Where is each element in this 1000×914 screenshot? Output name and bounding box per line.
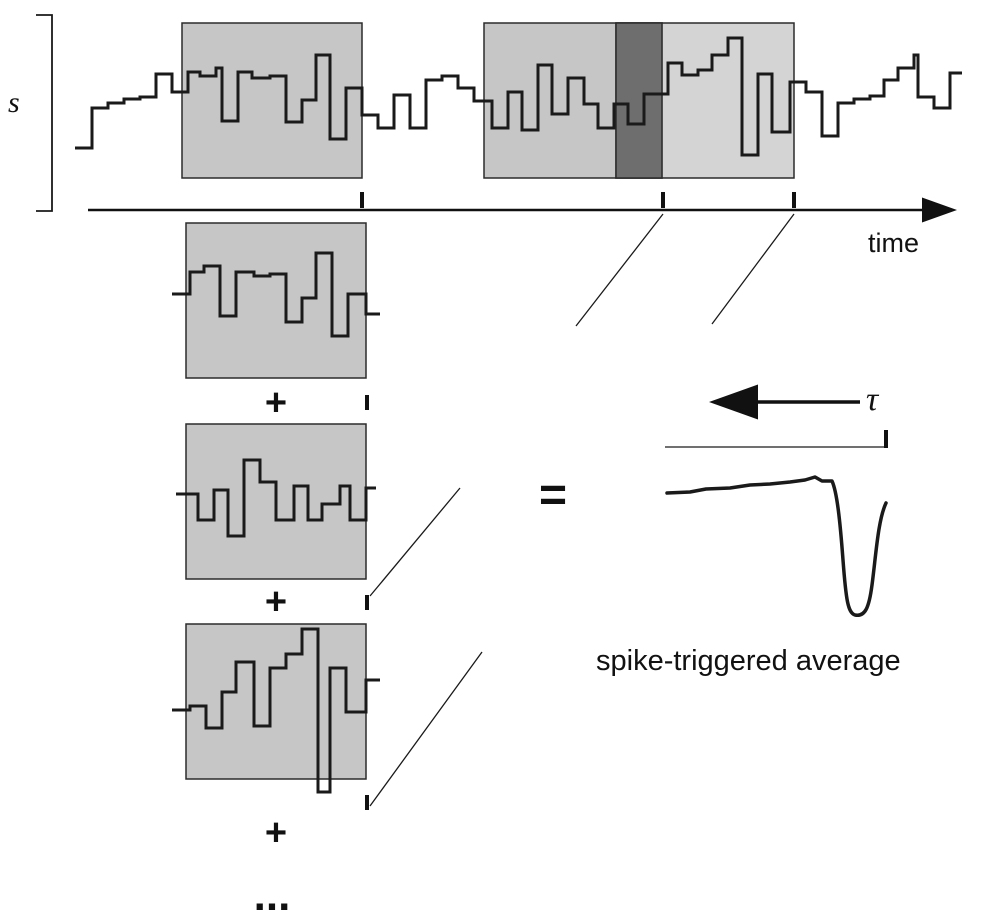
plus-sign-3: + bbox=[265, 812, 287, 854]
segment-box-1 bbox=[185, 222, 367, 379]
segment-trace-1 bbox=[172, 251, 380, 338]
stimulus-label: s bbox=[8, 86, 20, 119]
segment-trace-3 bbox=[172, 627, 380, 794]
equals-sign: = bbox=[539, 469, 567, 522]
ellipsis: ... bbox=[254, 871, 291, 914]
segment-box-3 bbox=[185, 623, 367, 780]
projection-line-5 bbox=[369, 651, 483, 807]
tau-label: τ bbox=[866, 381, 880, 418]
projection-line-4 bbox=[369, 487, 461, 597]
window-overlap bbox=[615, 22, 663, 179]
stimulus-trace bbox=[75, 36, 962, 157]
projection-line-3 bbox=[711, 213, 795, 325]
time-label: time bbox=[868, 228, 919, 258]
plus-sign-2: + bbox=[265, 581, 287, 623]
stimulus-bracket bbox=[36, 14, 53, 212]
sta-caption: spike-triggered average bbox=[596, 645, 901, 677]
projection-line-2 bbox=[575, 213, 664, 327]
plus-sign-1: + bbox=[265, 382, 287, 424]
spike-window-1 bbox=[181, 22, 363, 179]
sta-curve bbox=[665, 475, 888, 617]
segment-trace-2 bbox=[176, 458, 376, 538]
